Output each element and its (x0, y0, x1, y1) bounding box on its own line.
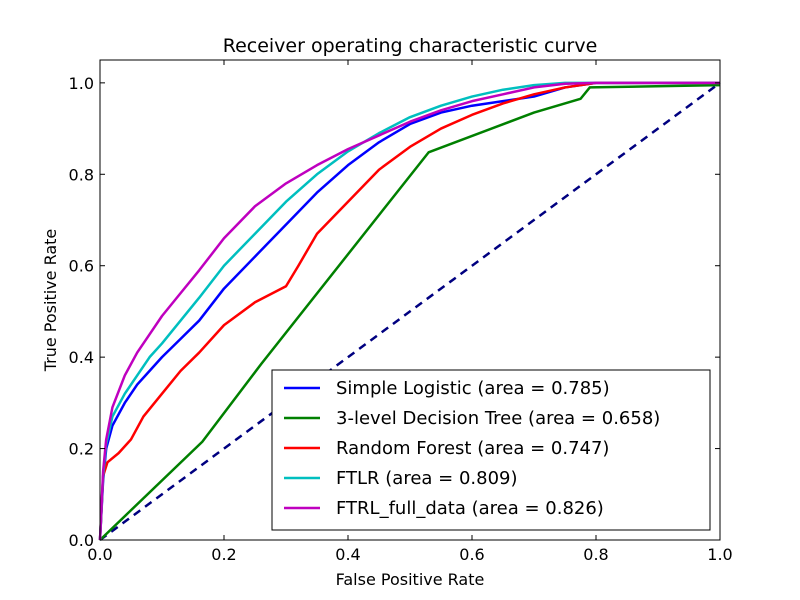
y-tick-label: 0.0 (69, 531, 94, 550)
series-line-2 (98, 81, 720, 541)
y-tick-label: 1.0 (69, 74, 94, 93)
series-line-4 (98, 81, 720, 541)
legend-label-0: Simple Logistic (area = 0.785) (336, 378, 610, 399)
legend-label-2: Random Forest (area = 0.747) (336, 438, 609, 459)
x-tick-label: 0.2 (211, 545, 236, 564)
x-tick-label: 0.8 (583, 545, 608, 564)
y-tick-label: 0.2 (69, 440, 94, 459)
legend-label-4: FTRL_full_data (area = 0.826) (336, 498, 604, 519)
x-axis-label: False Positive Rate (336, 570, 485, 589)
y-tick-label: 0.6 (69, 257, 94, 276)
x-tick-label: 0.4 (335, 545, 360, 564)
y-tick-label: 0.8 (69, 165, 94, 184)
legend-label-3: FTLR (area = 0.809) (336, 468, 518, 489)
series-line-3 (98, 81, 720, 541)
series-line-1 (99, 83, 721, 541)
x-tick-label: 1.0 (707, 545, 732, 564)
y-axis: 0.0 0.2 0.4 0.6 0.8 1.0 (69, 74, 720, 550)
x-axis: 0.0 0.2 0.4 0.6 0.8 1.0 (87, 60, 733, 564)
legend-label-1: 3-level Decision Tree (area = 0.658) (336, 408, 660, 429)
plot-frame (99, 59, 721, 541)
x-tick-label: 0.0 (87, 545, 112, 564)
legend: Simple Logistic (area = 0.785) 3-level De… (271, 369, 711, 531)
y-axis-label: True Positive Rate (41, 229, 60, 373)
legend-box (271, 369, 711, 531)
chance-diagonal-line (99, 81, 721, 542)
x-tick-label: 0.6 (459, 545, 484, 564)
series-line-0 (98, 81, 720, 541)
y-tick-label: 0.4 (69, 348, 94, 367)
chart-title: Receiver operating characteristic curve (223, 35, 598, 57)
plot-area (98, 81, 721, 542)
